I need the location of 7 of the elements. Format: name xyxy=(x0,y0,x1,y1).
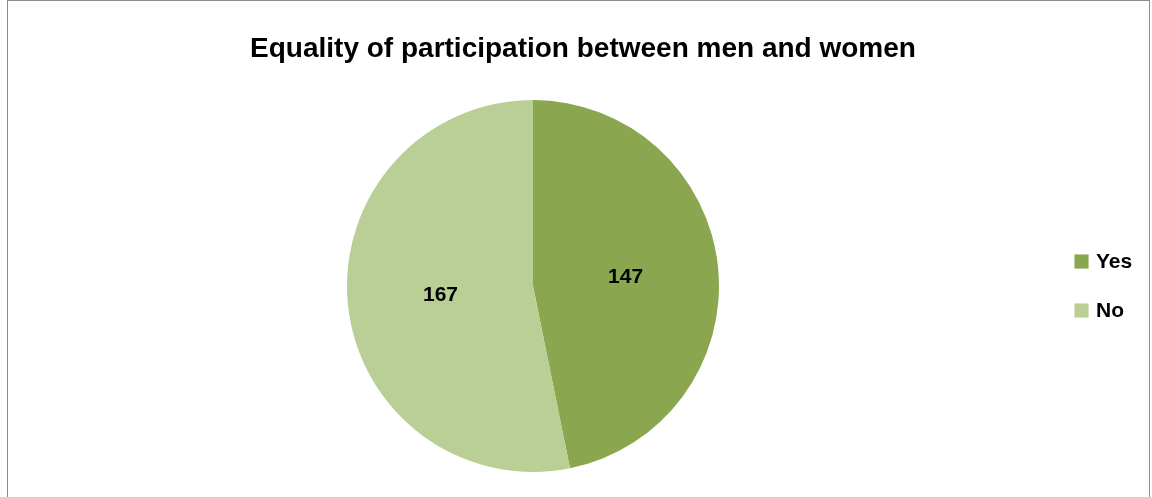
legend-label: Yes xyxy=(1096,248,1133,272)
pie-slice xyxy=(347,100,570,472)
chart-title: Equality of participation between men and women xyxy=(250,32,916,63)
data-label: 167 xyxy=(422,282,458,306)
pie-slice xyxy=(533,100,719,469)
legend-label: No xyxy=(1096,297,1124,321)
data-label: 147 xyxy=(608,263,644,287)
